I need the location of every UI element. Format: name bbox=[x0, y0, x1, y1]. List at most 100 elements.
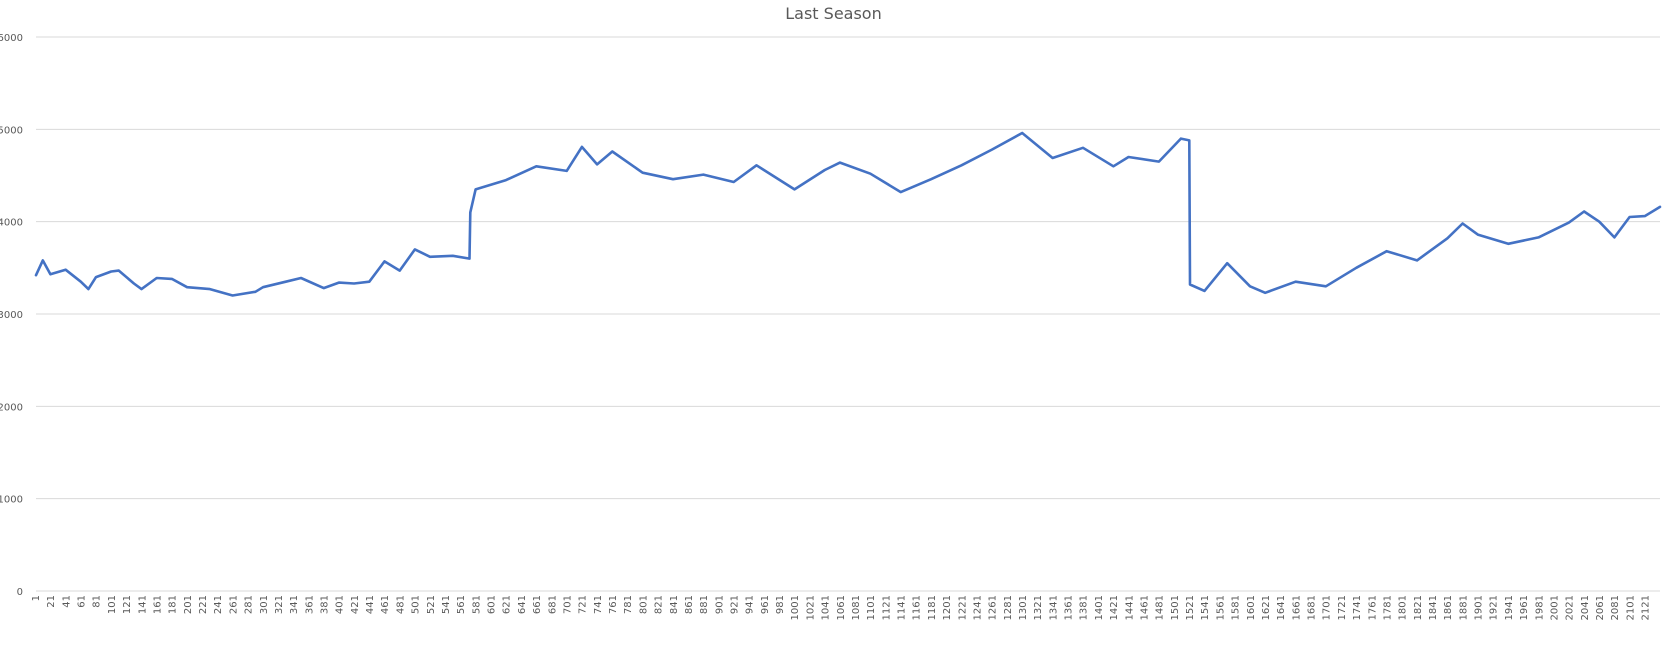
x-tick-label: 1121 bbox=[881, 595, 892, 620]
x-tick-label: 1921 bbox=[1489, 595, 1500, 620]
x-tick-label: 2101 bbox=[1625, 595, 1636, 620]
x-tick-label: 1741 bbox=[1352, 595, 1363, 620]
x-tick-label: 1841 bbox=[1428, 595, 1439, 620]
x-tick-label: 1961 bbox=[1519, 595, 1530, 620]
x-tick-label: 2121 bbox=[1641, 595, 1652, 620]
x-tick-label: 1321 bbox=[1033, 595, 1044, 620]
y-tick-label: 6000 bbox=[0, 33, 23, 44]
x-tick-label: 261 bbox=[228, 595, 239, 614]
x-tick-label: 701 bbox=[562, 595, 573, 614]
x-tick-label: 1761 bbox=[1367, 595, 1378, 620]
x-tick-label: 1361 bbox=[1064, 595, 1075, 620]
y-tick-label: 1000 bbox=[0, 495, 23, 506]
x-tick-label: 741 bbox=[593, 595, 604, 614]
y-axis: 0 1000 2000 3000 4000 5000 6000 bbox=[0, 33, 23, 598]
x-tick-label: 1721 bbox=[1337, 595, 1348, 620]
x-tick-label: 521 bbox=[426, 595, 437, 614]
x-tick-label: 561 bbox=[456, 595, 467, 614]
x-tick-label: 121 bbox=[122, 595, 133, 614]
x-tick-label: 161 bbox=[152, 595, 163, 614]
gridlines bbox=[36, 36, 1660, 592]
x-tick-label: 1201 bbox=[942, 595, 953, 620]
x-tick-label: 901 bbox=[714, 595, 725, 614]
y-tick-label: 0 bbox=[17, 587, 23, 598]
x-tick-label: 1901 bbox=[1474, 595, 1485, 620]
series-line bbox=[34, 131, 1662, 297]
x-tick-label: 361 bbox=[304, 595, 315, 614]
x-tick-label: 541 bbox=[441, 595, 452, 614]
x-tick-label: 1261 bbox=[988, 595, 999, 620]
x-tick-label: 321 bbox=[274, 595, 285, 614]
x-tick-label: 41 bbox=[61, 595, 72, 608]
x-tick-label: 481 bbox=[395, 595, 406, 614]
x-tick-label: 801 bbox=[638, 595, 649, 614]
x-tick-label: 61 bbox=[77, 595, 88, 608]
x-tick-label: 1061 bbox=[836, 595, 847, 620]
x-tick-label: 841 bbox=[669, 595, 680, 614]
x-tick-label: 2061 bbox=[1595, 595, 1606, 620]
y-tick-label: 2000 bbox=[0, 402, 23, 413]
x-tick-label: 81 bbox=[92, 595, 103, 608]
x-tick-label: 1781 bbox=[1382, 595, 1393, 620]
x-tick-label: 281 bbox=[244, 595, 255, 614]
y-tick-label: 3000 bbox=[0, 310, 23, 321]
x-tick-label: 781 bbox=[623, 595, 634, 614]
series-layer bbox=[34, 131, 1662, 297]
x-tick-label: 1161 bbox=[912, 595, 923, 620]
x-tick-label: 2001 bbox=[1549, 595, 1560, 620]
x-tick-label: 2021 bbox=[1565, 595, 1576, 620]
x-tick-label: 401 bbox=[335, 595, 346, 614]
x-tick-label: 181 bbox=[168, 595, 179, 614]
x-tick-label: 1001 bbox=[790, 595, 801, 620]
x-tick-label: 1041 bbox=[821, 595, 832, 620]
x-tick-label: 641 bbox=[517, 595, 528, 614]
x-tick-label: 461 bbox=[380, 595, 391, 614]
x-tick-label: 2081 bbox=[1610, 595, 1621, 620]
x-tick-label: 661 bbox=[532, 595, 543, 614]
x-tick-label: 2041 bbox=[1580, 595, 1591, 620]
x-tick-label: 1241 bbox=[972, 595, 983, 620]
x-axis: 1 21 41 61 81 101 121 141 161 181 201 221 241 261 281 3… bbox=[31, 595, 1652, 620]
x-tick-label: 1101 bbox=[866, 595, 877, 620]
x-tick-label: 1861 bbox=[1443, 595, 1454, 620]
x-tick-label: 1801 bbox=[1398, 595, 1409, 620]
x-tick-label: 441 bbox=[365, 595, 376, 614]
x-tick-label: 1281 bbox=[1003, 595, 1014, 620]
x-tick-label: 1021 bbox=[805, 595, 816, 620]
x-tick-label: 1381 bbox=[1079, 595, 1090, 620]
x-tick-label: 1461 bbox=[1139, 595, 1150, 620]
x-tick-label: 821 bbox=[654, 595, 665, 614]
x-tick-label: 961 bbox=[760, 595, 771, 614]
y-tick-label: 5000 bbox=[0, 125, 23, 136]
x-tick-label: 1521 bbox=[1185, 595, 1196, 620]
x-tick-label: 1141 bbox=[897, 595, 908, 620]
x-tick-label: 601 bbox=[487, 595, 498, 614]
x-tick-label: 1661 bbox=[1291, 595, 1302, 620]
x-tick-label: 1481 bbox=[1155, 595, 1166, 620]
x-tick-label: 881 bbox=[699, 595, 710, 614]
x-tick-label: 1601 bbox=[1246, 595, 1257, 620]
x-tick-label: 1561 bbox=[1215, 595, 1226, 620]
x-tick-label: 101 bbox=[107, 595, 118, 614]
x-tick-label: 1881 bbox=[1458, 595, 1469, 620]
x-tick-label: 301 bbox=[259, 595, 270, 614]
x-tick-label: 921 bbox=[729, 595, 740, 614]
x-tick-label: 1081 bbox=[851, 595, 862, 620]
y-tick-label: 4000 bbox=[0, 218, 23, 229]
x-tick-label: 221 bbox=[198, 595, 209, 614]
x-tick-label: 1221 bbox=[957, 595, 968, 620]
x-tick-label: 1181 bbox=[927, 595, 938, 620]
x-tick-label: 201 bbox=[183, 595, 194, 614]
x-tick-label: 1541 bbox=[1200, 595, 1211, 620]
x-tick-label: 621 bbox=[502, 595, 513, 614]
x-tick-label: 1621 bbox=[1261, 595, 1272, 620]
x-tick-label: 1681 bbox=[1307, 595, 1318, 620]
chart-title: Last Season bbox=[785, 4, 882, 23]
x-tick-label: 421 bbox=[350, 595, 361, 614]
x-tick-label: 21 bbox=[46, 595, 57, 608]
x-tick-label: 1501 bbox=[1170, 595, 1181, 620]
x-tick-label: 1581 bbox=[1231, 595, 1242, 620]
x-tick-label: 1441 bbox=[1124, 595, 1135, 620]
